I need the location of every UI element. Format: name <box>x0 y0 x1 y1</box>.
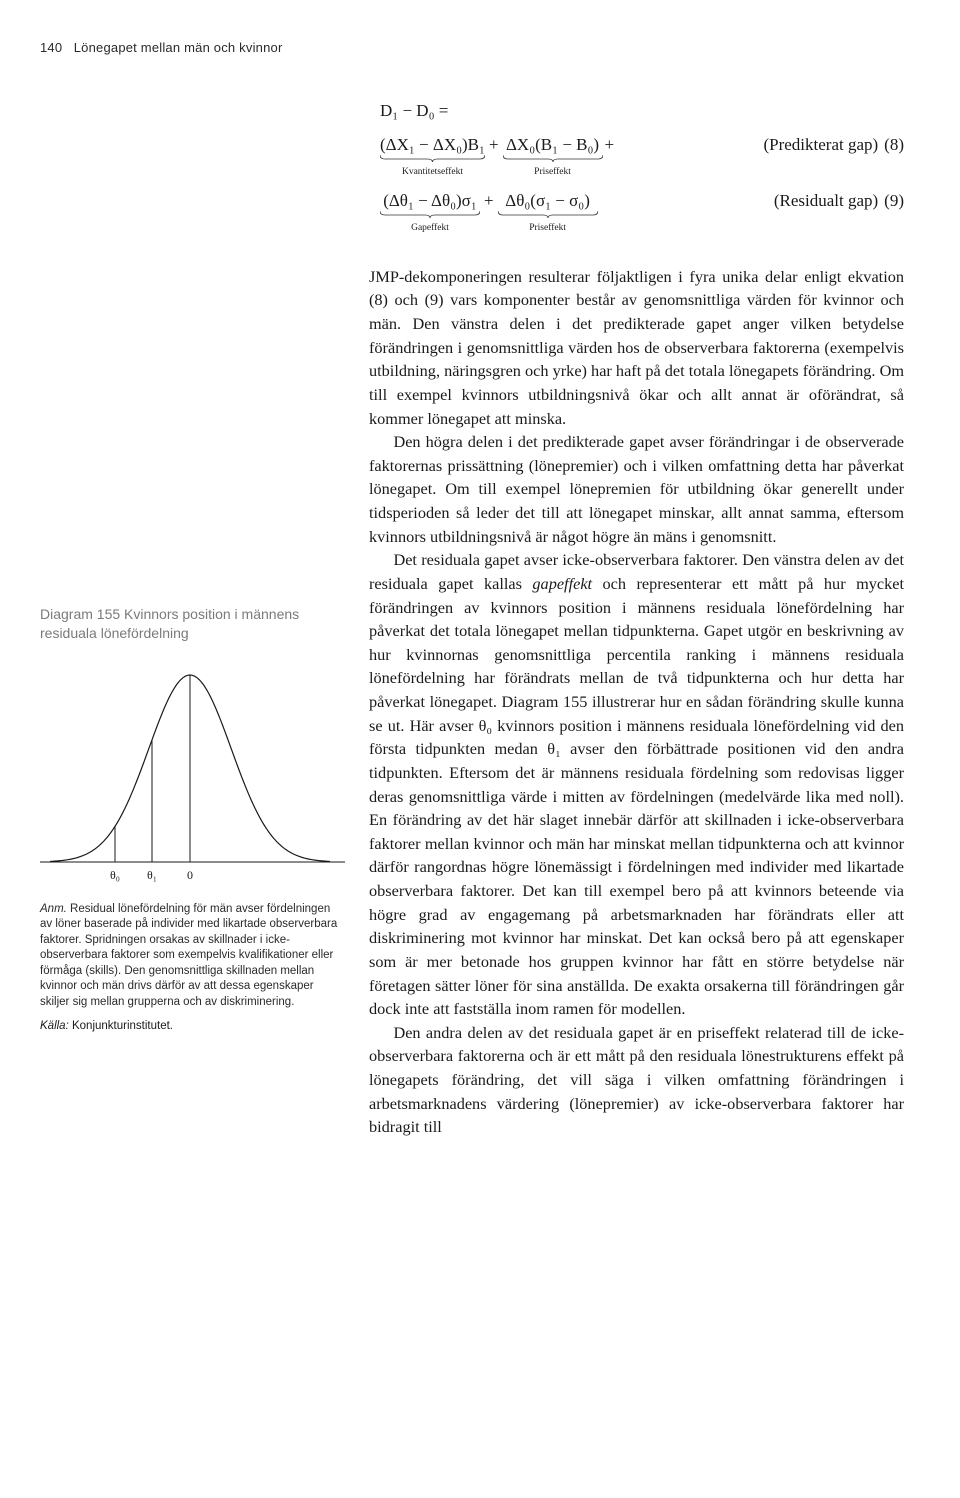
section-title: Lönegapet mellan män och kvinnor <box>74 40 283 55</box>
diagram-note: Anm. Residual lönefördelning för män avs… <box>40 902 345 1011</box>
equation-block: D₁ − D₀ = (ΔX₁ − ΔX₀)B₁ Kvantitetseffekt… <box>380 95 904 237</box>
diagram-title: Diagram 155 Kvinnors position i männens … <box>40 605 345 643</box>
svg-text:0: 0 <box>187 868 193 882</box>
eq-num-residual: (9) <box>884 185 904 217</box>
eq-name-predicted: (Predikterat gap) <box>763 129 878 161</box>
sidebar: Diagram 155 Kvinnors position i männens … <box>40 265 345 1032</box>
page-number: 140 <box>40 40 62 55</box>
eq-term-gap: (Δθ₁ − Δθ₀)σ₁ Gapeffekt <box>380 192 480 237</box>
eq-term-pris2: Δθ₀(σ₁ − σ₀) Priseffekt <box>498 192 598 237</box>
diagram-source: Källa: Konjunkturinstitutet. <box>40 1020 345 1032</box>
paragraph-4: Den andra delen av det residuala gapet ä… <box>369 1021 904 1139</box>
diagram-bell-curve: θ₀ θ₁ 0 <box>40 657 345 892</box>
paragraph-1: JMP-dekomponeringen resulterar följaktli… <box>369 265 904 430</box>
running-header: 140 Lönegapet mellan män och kvinnor <box>40 40 904 55</box>
eq-term-pris: ΔX₀(B₁ − B₀) Priseffekt <box>503 136 603 181</box>
svg-text:θ₀: θ₀ <box>110 868 120 882</box>
eq-term-kvantitet: (ΔX₁ − ΔX₀)B₁ Kvantitetseffekt <box>380 136 485 181</box>
eq-name-residual: (Residualt gap) <box>774 185 878 217</box>
paragraph-2: Den högra delen i det predikterade gapet… <box>369 430 904 548</box>
body-text: JMP-dekomponeringen resulterar följaktli… <box>369 265 904 1139</box>
eq-num-predicted: (8) <box>884 129 904 161</box>
paragraph-3: Det residuala gapet avser icke-observerb… <box>369 548 904 1021</box>
svg-text:θ₁: θ₁ <box>147 868 157 882</box>
eq-lhs: D₁ − D₀ = <box>380 95 448 127</box>
